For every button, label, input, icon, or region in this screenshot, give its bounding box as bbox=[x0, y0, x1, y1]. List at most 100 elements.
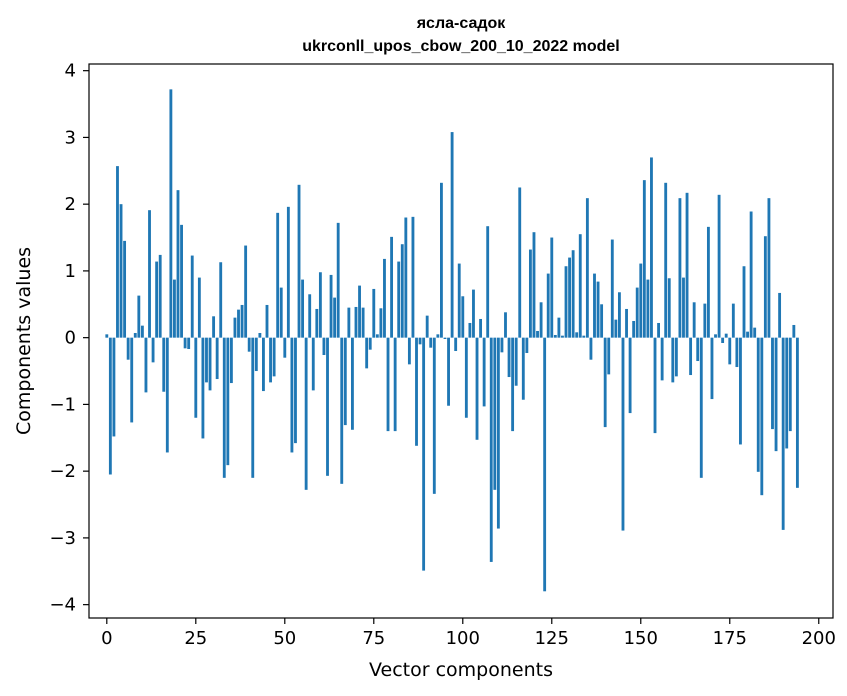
bar bbox=[486, 226, 490, 338]
bar bbox=[229, 337, 233, 384]
bar bbox=[205, 337, 208, 383]
bar bbox=[792, 324, 796, 338]
bar bbox=[795, 337, 799, 488]
bar bbox=[493, 337, 497, 490]
bar bbox=[692, 302, 696, 338]
bar bbox=[642, 180, 646, 338]
x-tick-label: 0 bbox=[101, 628, 112, 649]
bar bbox=[126, 337, 130, 360]
bar bbox=[600, 304, 604, 338]
bar bbox=[717, 194, 721, 338]
bar bbox=[400, 244, 404, 338]
x-axis-label: Vector components bbox=[369, 659, 553, 681]
bar bbox=[561, 335, 564, 338]
y-tick-label: 1 bbox=[65, 261, 76, 282]
chart-title: ясла-садок bbox=[416, 15, 507, 32]
bar bbox=[603, 337, 607, 428]
bar bbox=[190, 255, 194, 338]
x-tick-label: 175 bbox=[713, 628, 747, 649]
bar bbox=[575, 332, 579, 338]
bar bbox=[511, 337, 515, 432]
bar bbox=[653, 337, 657, 434]
bar bbox=[607, 337, 611, 375]
bar bbox=[528, 249, 532, 338]
bar bbox=[254, 337, 258, 372]
bar bbox=[130, 337, 134, 423]
y-axis-label: Components values bbox=[13, 247, 35, 435]
bar bbox=[546, 273, 550, 338]
bar bbox=[226, 337, 230, 466]
bar bbox=[472, 289, 475, 338]
x-axis-ticks: 0 25 50 75 100 125 150 175 200 bbox=[101, 618, 836, 649]
bar bbox=[557, 317, 561, 338]
bar bbox=[614, 319, 618, 338]
bar bbox=[361, 307, 365, 338]
bar bbox=[276, 212, 280, 338]
bar bbox=[144, 337, 148, 393]
bar bbox=[158, 254, 162, 338]
bar bbox=[553, 334, 557, 338]
bar bbox=[525, 337, 529, 354]
bar bbox=[678, 198, 682, 338]
bar bbox=[507, 337, 511, 378]
bar bbox=[774, 337, 778, 452]
bar bbox=[625, 308, 628, 338]
bar bbox=[119, 204, 123, 338]
y-tick-label: 4 bbox=[65, 61, 76, 82]
bar bbox=[386, 337, 390, 432]
bar bbox=[336, 222, 340, 338]
bar bbox=[432, 337, 436, 494]
bar bbox=[148, 210, 151, 338]
bar bbox=[194, 337, 198, 418]
bar bbox=[208, 337, 212, 391]
bar bbox=[721, 337, 725, 343]
bar bbox=[108, 337, 112, 475]
bar bbox=[404, 217, 408, 338]
bar bbox=[116, 166, 119, 338]
bar bbox=[756, 337, 760, 472]
bar bbox=[425, 315, 429, 338]
bar bbox=[429, 337, 433, 348]
bar bbox=[639, 263, 643, 338]
bar bbox=[340, 337, 344, 484]
y-tick-label: −2 bbox=[49, 461, 76, 482]
bar bbox=[504, 312, 507, 338]
bar bbox=[521, 337, 525, 400]
bar bbox=[308, 294, 312, 338]
x-tick-label: 25 bbox=[184, 628, 207, 649]
bar bbox=[112, 337, 116, 437]
bar bbox=[105, 334, 109, 338]
bar bbox=[286, 206, 290, 338]
bar bbox=[671, 337, 675, 383]
bar bbox=[763, 236, 767, 338]
bar bbox=[742, 266, 746, 338]
bar bbox=[244, 245, 248, 338]
bar bbox=[617, 292, 621, 338]
bar bbox=[354, 306, 358, 338]
bar bbox=[368, 337, 372, 350]
y-tick-label: 0 bbox=[65, 328, 76, 349]
bar bbox=[215, 337, 219, 380]
bar bbox=[674, 337, 678, 377]
x-tick-label: 75 bbox=[362, 628, 385, 649]
bar bbox=[365, 337, 369, 369]
bar bbox=[731, 303, 735, 338]
bar bbox=[664, 182, 668, 338]
bar bbox=[454, 337, 458, 352]
bar bbox=[318, 272, 322, 338]
bar bbox=[728, 337, 732, 365]
bar bbox=[724, 333, 728, 338]
x-tick-label: 200 bbox=[802, 628, 836, 649]
bar bbox=[358, 285, 361, 338]
bar bbox=[383, 258, 386, 338]
y-tick-label: 2 bbox=[65, 194, 76, 215]
bar bbox=[279, 287, 283, 338]
bar bbox=[461, 296, 465, 338]
bar bbox=[301, 279, 305, 338]
bar bbox=[201, 337, 205, 439]
bar bbox=[140, 325, 144, 338]
bar bbox=[699, 337, 703, 478]
bar bbox=[496, 337, 500, 529]
chart-subtitle: ukrconll_upos_cbow_200_10_2022 model bbox=[302, 38, 619, 55]
bar bbox=[297, 184, 301, 338]
